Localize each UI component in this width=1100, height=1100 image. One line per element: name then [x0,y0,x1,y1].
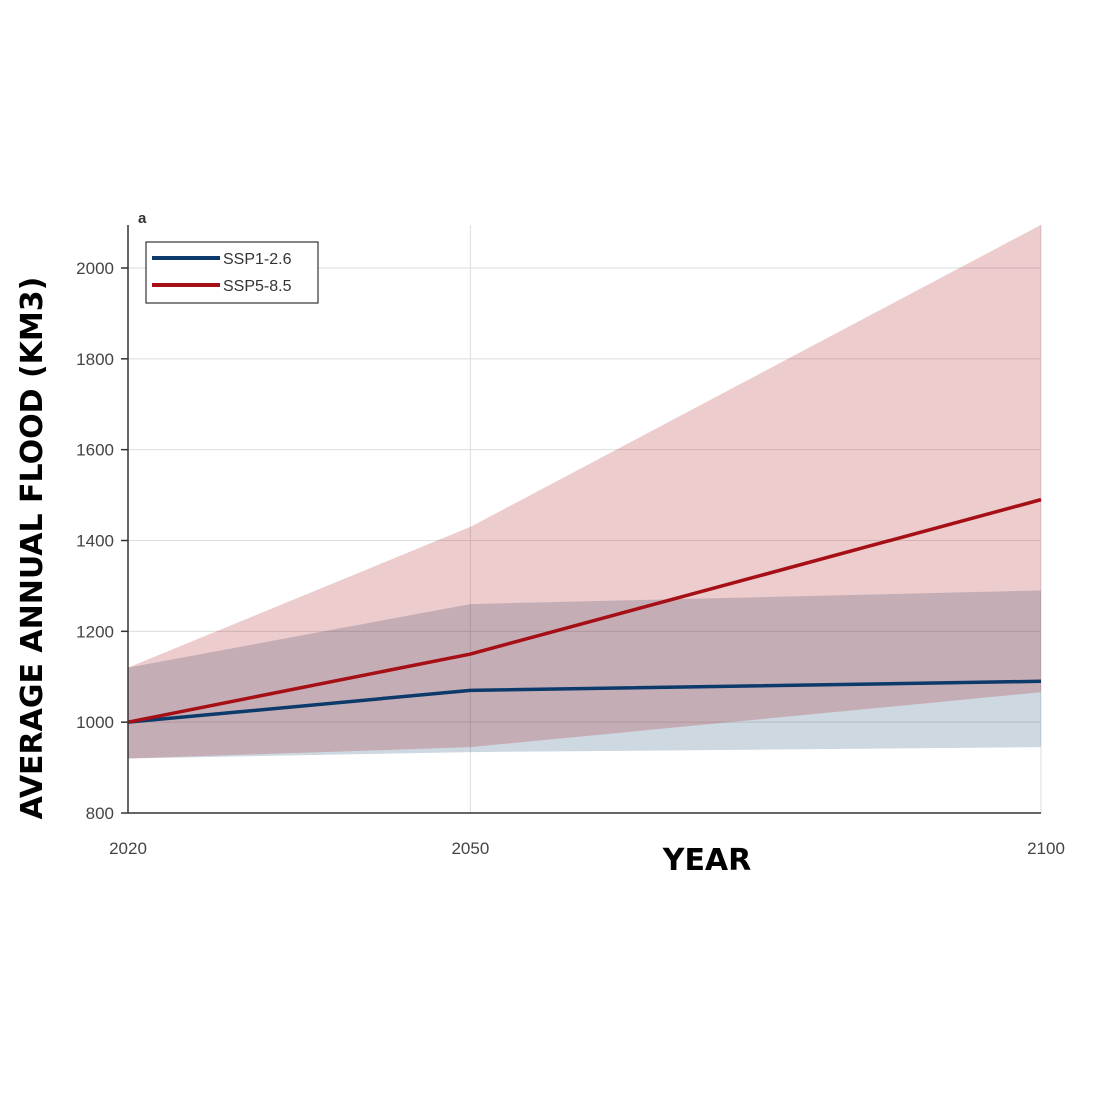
y-tick-label: 1400 [76,532,114,551]
x-axis-title: YEAR [662,843,752,878]
band-SSP1-2.6 [128,590,1041,759]
legend-box [145,241,319,304]
legend-label: SSP5-8.5 [223,278,292,295]
legend-label: SSP1-2.6 [223,251,292,268]
x-tick-label: 2020 [109,839,147,858]
y-tick-label: 1200 [76,622,114,641]
series-lines [127,497,1042,724]
line-SSP1-2.6 [127,679,1042,724]
axes: 800 1000 1200 1400 1600 1800 2000 2020 2050 2100 [76,225,1065,858]
x-tick-label: 2100 [1027,839,1065,858]
y-tick-label: 1600 [76,441,114,460]
y-tick-label: 2000 [76,259,114,278]
uncertainty-bands [128,224,1041,759]
y-tick-label: 1000 [76,713,114,732]
x-tick-label: 2050 [451,839,489,858]
band-SSP5-8.5 [128,224,1041,759]
line-SSP5-8.5 [127,497,1042,724]
y-axis-title: AVERAGE ANNUAL FLOOD (KM3) [15,277,50,820]
y-tick-label: 1800 [76,350,114,369]
y-tick-label: 800 [86,804,114,823]
panel-label: a [138,210,147,227]
legend: SSP1-2.6 SSP5-8.5 [145,241,319,304]
